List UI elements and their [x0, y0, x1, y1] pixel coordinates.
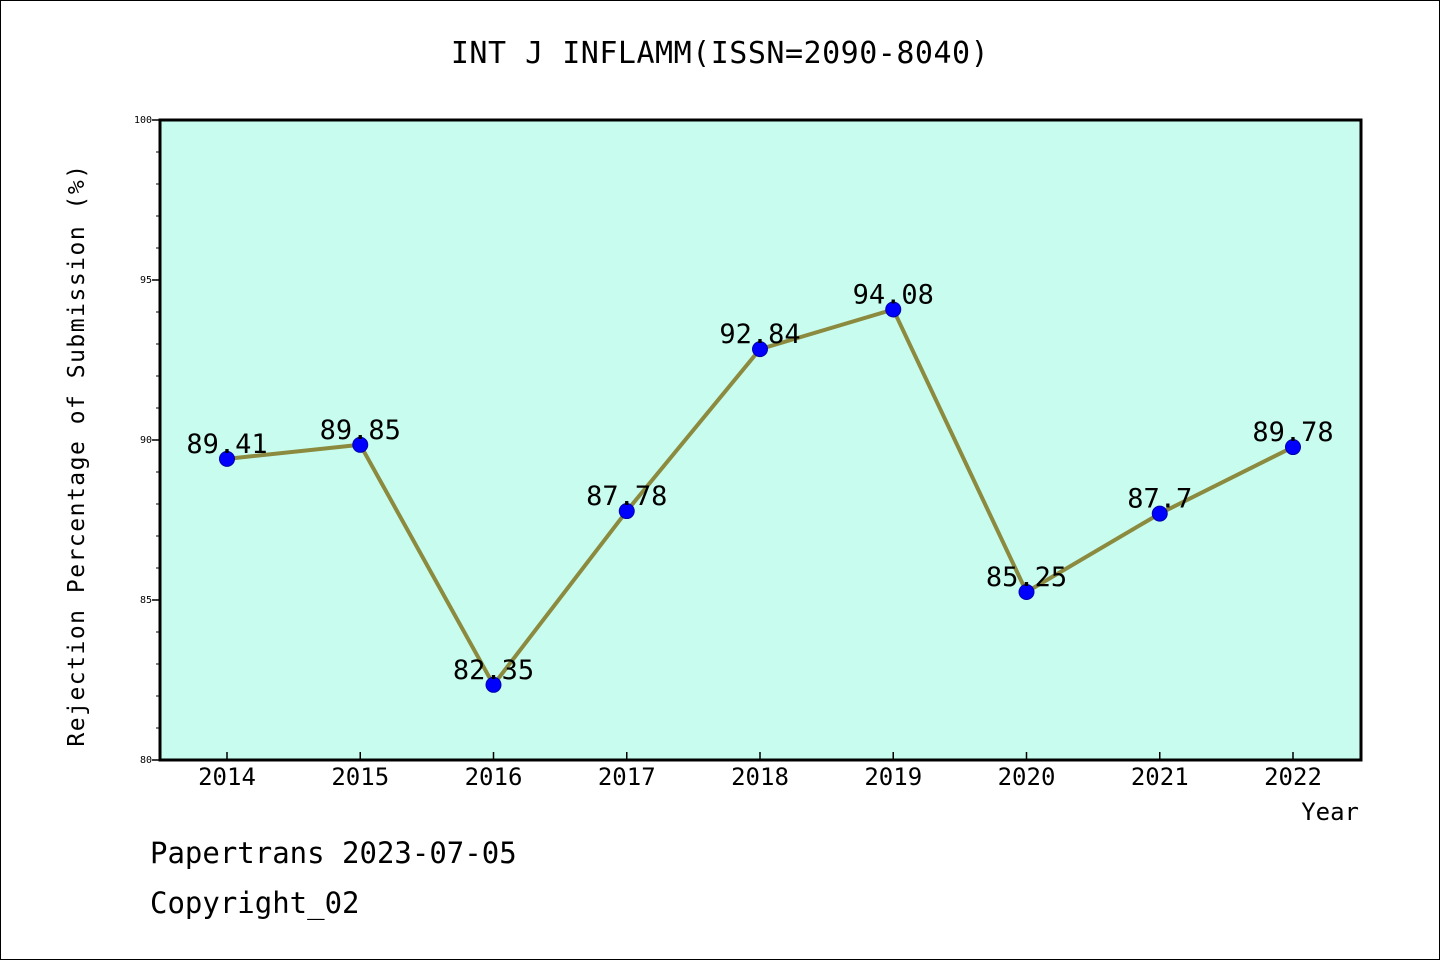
data-label: 89.85 [320, 415, 401, 446]
data-label: 92.84 [719, 319, 800, 350]
y-tick-label: 95 [140, 275, 152, 286]
data-label: 82.35 [453, 655, 534, 686]
y-tick-label: 90 [140, 435, 152, 446]
data-label: 94.08 [853, 279, 934, 310]
y-tick-label: 100 [134, 115, 152, 126]
data-point-marker [618, 503, 635, 520]
x-tick-label: 2019 [864, 763, 922, 791]
data-label: 85.25 [986, 562, 1067, 593]
x-tick-label: 2018 [731, 763, 789, 791]
x-axis-label: Year [1301, 798, 1359, 826]
series-markers [219, 301, 1301, 693]
data-label: 89.41 [186, 429, 267, 460]
y-tick-label: 85 [140, 595, 152, 606]
x-tick-label: 2022 [1264, 763, 1322, 791]
x-axis-ticks: 2014 2015 2016 2017 2018 2019 2020 2021 2022 [198, 752, 1322, 791]
data-label: 87.78 [586, 481, 667, 512]
x-tick-label: 2021 [1131, 763, 1189, 791]
x-tick-label: 2014 [198, 763, 256, 791]
y-minor-ticks [156, 151, 160, 729]
data-label: 87.7 [1127, 484, 1192, 515]
y-axis-label: Rejection Percentage of Submission (%) [64, 163, 90, 746]
x-tick-label: 2016 [465, 763, 523, 791]
data-point-marker [752, 341, 768, 358]
data-point-marker [352, 436, 369, 453]
y-tick-label: 80 [140, 755, 152, 766]
y-axis-ticks: 80 85 90 95 100 [134, 115, 160, 766]
footer-copyright: Copyright_02 [150, 886, 360, 920]
footer-date: Papertrans 2023-07-05 [150, 836, 517, 870]
x-tick-label: 2015 [331, 763, 389, 791]
chart-title: INT J INFLAMM(ISSN=2090-8040) [450, 36, 990, 71]
x-tick-label: 2020 [998, 763, 1056, 791]
data-label: 89.78 [1252, 417, 1333, 448]
data-point-marker [885, 301, 902, 318]
data-point-marker [485, 676, 502, 693]
data-point-marker [219, 450, 235, 467]
data-point-marker [1018, 584, 1035, 600]
x-tick-label: 2017 [598, 763, 656, 791]
data-labels: 89.41 89.85 82.35 87.78 92.84 94.08 85.25 87.7 8… [186, 279, 1333, 685]
data-point-marker [1285, 439, 1301, 456]
data-point-marker [1151, 505, 1168, 522]
